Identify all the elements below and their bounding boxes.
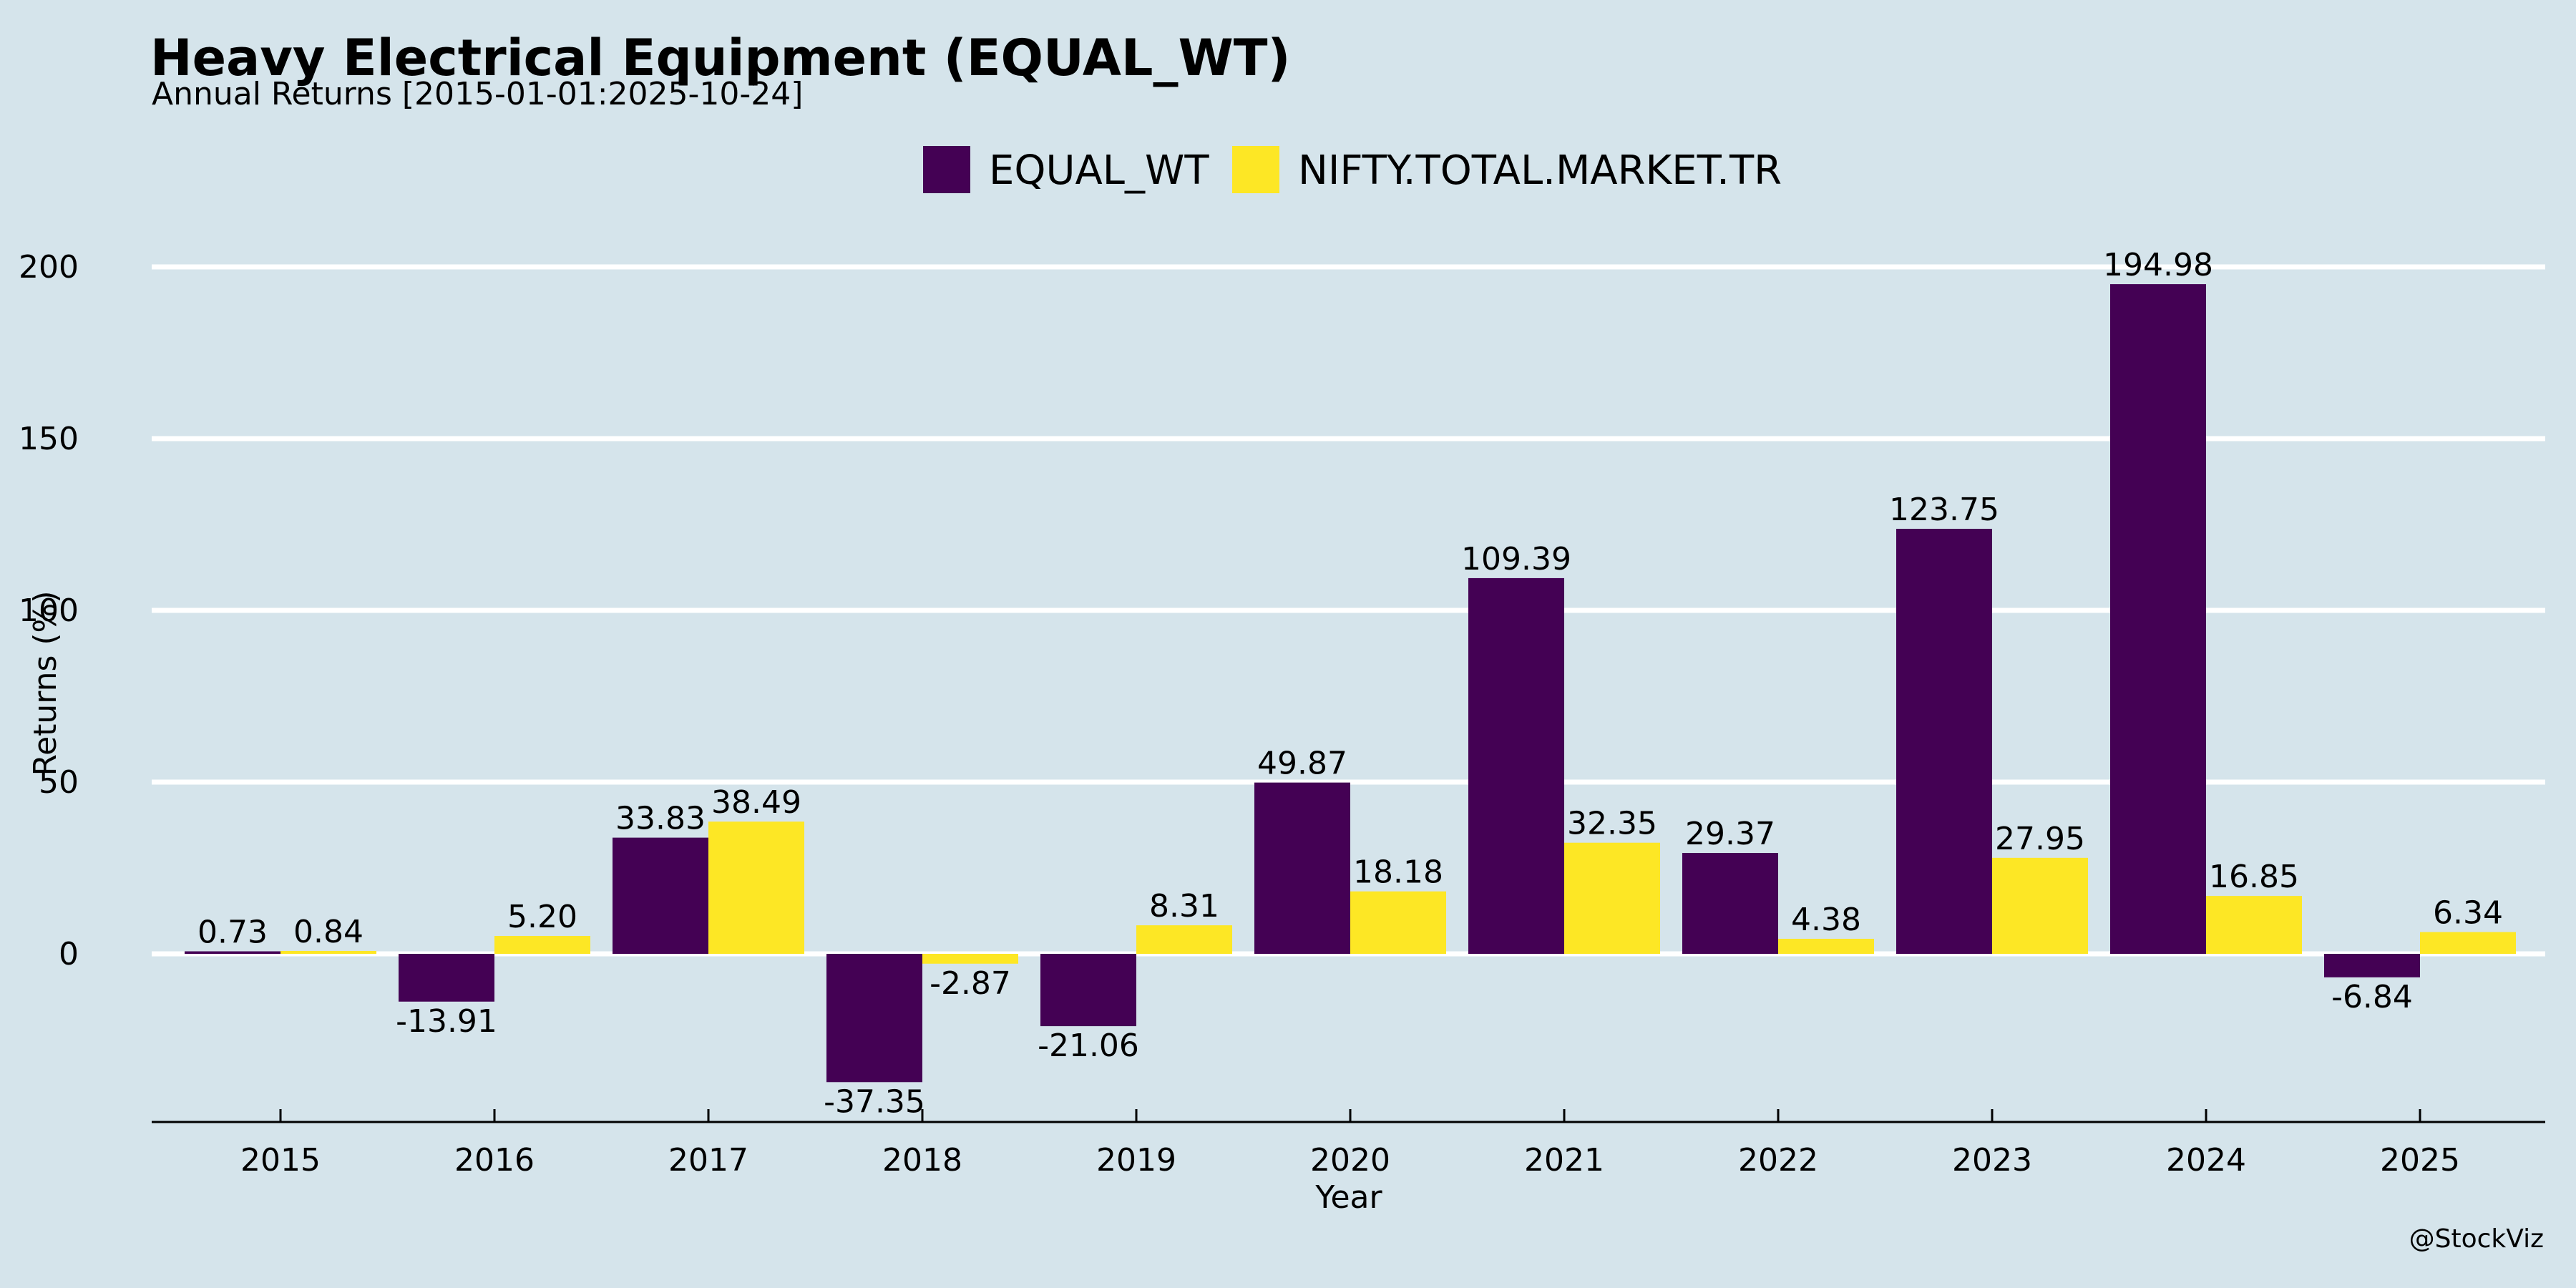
x-tick-label: 2021 bbox=[1524, 1142, 1604, 1179]
y-tick-label: 0 bbox=[59, 936, 79, 972]
data-label: 123.75 bbox=[1889, 492, 1999, 528]
bar-nifty-total-market-tr bbox=[2206, 896, 2302, 954]
bar-nifty-total-market-tr bbox=[280, 950, 376, 954]
data-label: -6.84 bbox=[2331, 979, 2413, 1015]
credit-text: @StockViz bbox=[2409, 1224, 2544, 1254]
bar-nifty-total-market-tr bbox=[1136, 925, 1232, 954]
x-tick-label: 2015 bbox=[240, 1142, 321, 1179]
bar-equal-wt bbox=[399, 954, 494, 1002]
data-label: 194.98 bbox=[2103, 247, 2213, 283]
data-label: -37.35 bbox=[824, 1083, 925, 1120]
data-label: 0.84 bbox=[293, 914, 364, 950]
data-label: 8.31 bbox=[1149, 888, 1219, 924]
chart-subtitle: Annual Returns [2015-01-01:2025-10-24] bbox=[152, 76, 803, 112]
data-label: 16.85 bbox=[2209, 859, 2299, 895]
legend-label: EQUAL_WT bbox=[989, 147, 1209, 194]
bar-nifty-total-market-tr bbox=[708, 821, 804, 954]
data-label: 33.83 bbox=[615, 801, 706, 837]
data-label: 6.34 bbox=[2433, 895, 2503, 932]
legend-label: NIFTY.TOTAL.MARKET.TR bbox=[1298, 147, 1782, 194]
bar-nifty-total-market-tr bbox=[922, 954, 1018, 964]
bar-equal-wt bbox=[1468, 577, 1564, 954]
data-label: 4.38 bbox=[1791, 902, 1861, 938]
bar-equal-wt bbox=[1896, 529, 1992, 954]
bar-equal-wt bbox=[2324, 954, 2420, 977]
chart-title: Heavy Electrical Equipment (EQUAL_WT) bbox=[150, 29, 1290, 87]
bar-nifty-total-market-tr bbox=[1778, 938, 1874, 954]
bar-equal-wt bbox=[1254, 782, 1350, 954]
legend: EQUAL_WT NIFTY.TOTAL.MARKET.TR bbox=[923, 146, 1782, 194]
data-label: 38.49 bbox=[711, 784, 801, 821]
x-tick-label: 2024 bbox=[2166, 1142, 2246, 1179]
bar-equal-wt bbox=[826, 954, 922, 1083]
y-tick-label: 200 bbox=[19, 249, 79, 286]
legend-swatch bbox=[923, 146, 970, 193]
bars bbox=[185, 284, 2516, 1083]
x-tick-label: 2022 bbox=[1738, 1142, 1818, 1179]
data-label: 0.73 bbox=[197, 914, 268, 950]
x-tick-label: 2016 bbox=[454, 1142, 535, 1179]
y-tick-label: 100 bbox=[19, 592, 79, 629]
y-axis-title: Returns (%) bbox=[27, 590, 64, 776]
x-tick-label: 2020 bbox=[1310, 1142, 1390, 1179]
bar-nifty-total-market-tr bbox=[2420, 932, 2516, 954]
bar-equal-wt bbox=[613, 837, 708, 954]
bar-nifty-total-market-tr bbox=[494, 936, 590, 954]
bar-nifty-total-market-tr bbox=[1564, 842, 1660, 954]
data-label: 109.39 bbox=[1461, 541, 1571, 577]
data-label: 32.35 bbox=[1567, 806, 1657, 842]
x-tick-label: 2019 bbox=[1096, 1142, 1176, 1179]
x-tick-label: 2017 bbox=[668, 1142, 748, 1179]
x-tick-label: 2018 bbox=[882, 1142, 962, 1179]
data-label: 49.87 bbox=[1257, 746, 1347, 782]
bar-nifty-total-market-tr bbox=[1350, 891, 1446, 954]
data-label: -13.91 bbox=[396, 1003, 497, 1040]
data-label: 18.18 bbox=[1353, 854, 1443, 891]
data-label: 5.20 bbox=[507, 899, 577, 935]
data-label: 29.37 bbox=[1685, 816, 1775, 852]
bar-equal-wt bbox=[185, 951, 280, 954]
data-label: -2.87 bbox=[930, 965, 1011, 1002]
bar-equal-wt bbox=[2110, 284, 2206, 954]
y-axis: 0 50 100 150 200 bbox=[19, 249, 79, 972]
x-axis: 2015 2016 2017 2018 2019 2020 2021 2022 2023 2024… bbox=[152, 1109, 2545, 1179]
legend-swatch bbox=[1232, 146, 1279, 193]
data-label: 27.95 bbox=[1995, 821, 2085, 857]
bar-equal-wt bbox=[1682, 853, 1778, 954]
x-tick-label: 2023 bbox=[1952, 1142, 2032, 1179]
x-axis-title: Year bbox=[1314, 1179, 1382, 1216]
bar-nifty-total-market-tr bbox=[1992, 857, 2088, 954]
y-tick-label: 50 bbox=[39, 764, 79, 801]
y-tick-label: 150 bbox=[19, 421, 79, 457]
data-label: -21.06 bbox=[1038, 1028, 1139, 1064]
x-tick-label: 2025 bbox=[2380, 1142, 2460, 1179]
bar-equal-wt bbox=[1040, 954, 1136, 1027]
